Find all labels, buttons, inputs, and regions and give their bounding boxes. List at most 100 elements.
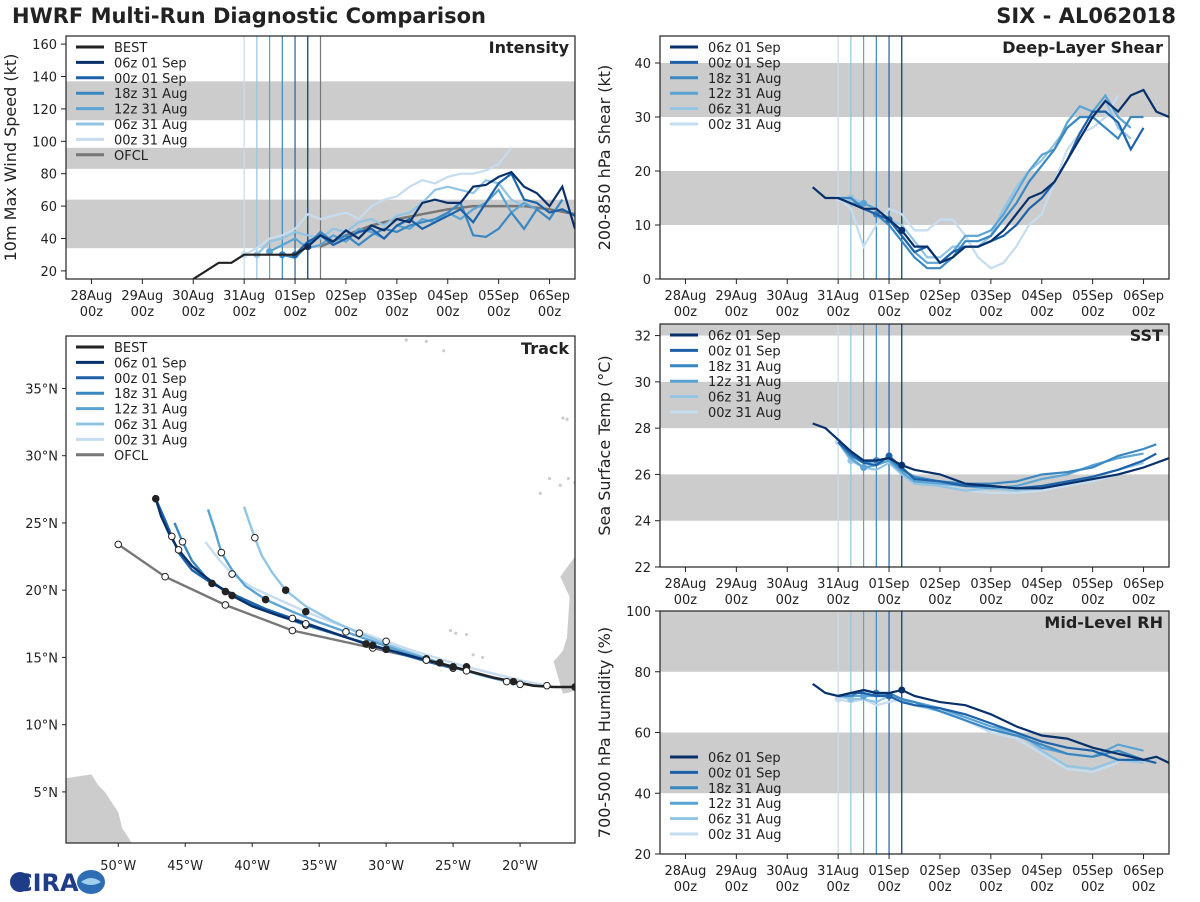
island [448, 628, 453, 633]
x-tick-label: 00z [182, 305, 206, 320]
x-tick-label: 28Aug [70, 289, 112, 304]
y-tick-label: 100 [626, 605, 651, 620]
init-marker-12z-31-aug [266, 247, 274, 255]
island [454, 631, 458, 635]
y-tick-label: 20 [634, 848, 651, 863]
y-tick-label: 26 [634, 468, 651, 483]
init-marker-06z-01-sep [898, 461, 906, 469]
x-tick-label: 00z [385, 305, 409, 320]
island [538, 491, 542, 495]
x-tick-label: 00z [979, 880, 1003, 895]
x-tick-label: 06Sep [1123, 577, 1164, 592]
x-tick-label: 04Sep [427, 289, 468, 304]
x-tick-label: 00z [1132, 305, 1156, 320]
x-tick-label: 01Sep [869, 864, 910, 879]
legend-label-06z-01-sep: 06z 01 Sep [114, 56, 187, 71]
lon-label: 40°W [234, 859, 270, 874]
legend-label-18z-31-aug: 18z 31 Aug [708, 72, 782, 87]
track-point-06z-01-sep [151, 494, 160, 503]
init-marker-00z-01-sep [885, 692, 893, 700]
lat-label: 15°N [25, 651, 58, 666]
track-point-00z-01-sep [208, 579, 216, 588]
legend-label-12z-31-aug: 12z 31 Aug [114, 403, 188, 418]
x-tick-label: 28Aug [664, 289, 706, 304]
y-tick-label: 100 [32, 135, 57, 150]
intensity-frame [65, 35, 576, 280]
rh-title: Mid-Level RH [1044, 613, 1163, 632]
track-06z-01-sep [154, 498, 427, 662]
island [561, 416, 565, 420]
y-tick-label: 20 [40, 265, 57, 280]
series-06z-01-sep [812, 422, 1169, 490]
shear-band [660, 171, 1169, 225]
legend-label-12z-31-aug: 12z 31 Aug [708, 797, 782, 812]
series-best [192, 245, 309, 279]
x-tick-label: 05Sep [1072, 577, 1113, 592]
africa-coast [553, 556, 575, 694]
x-tick-label: 00z [928, 593, 952, 608]
legend-label-best: BEST [114, 341, 147, 356]
lat-label: 35°N [25, 382, 58, 397]
y-tick-label: 22 [634, 561, 651, 576]
x-tick-label: 04Sep [1021, 577, 1062, 592]
track-point-06z-31-aug [355, 629, 364, 638]
intensity-title: Intensity [489, 38, 570, 57]
x-tick-label: 02Sep [919, 577, 960, 592]
x-tick-label: 00z [928, 880, 952, 895]
legend-label-06z-31-aug: 06z 31 Aug [708, 813, 782, 828]
x-tick-label: 00z [674, 305, 698, 320]
track-point-12z-31-aug [261, 595, 270, 604]
lat-label: 5°N [34, 786, 59, 801]
rh-band [660, 611, 1169, 672]
logo-text: CIRA [15, 869, 79, 897]
track-title: Track [521, 339, 569, 358]
init-marker-12z-31-aug [860, 463, 868, 471]
track-point-ofcl [114, 540, 123, 549]
x-tick-label: 01Sep [869, 289, 910, 304]
x-tick-label: 00z [1132, 593, 1156, 608]
lon-label: 30°W [368, 859, 404, 874]
lon-label: 45°W [167, 859, 203, 874]
track-point-06z-31-aug [516, 680, 524, 689]
y-tick-label: 40 [634, 57, 651, 72]
island [464, 632, 469, 637]
track-point-06z-01-sep [301, 619, 310, 628]
x-tick-label: 30Aug [766, 577, 808, 592]
x-tick-label: 29Aug [715, 864, 757, 879]
y-tick-label: 140 [32, 71, 57, 86]
track-point-00z-01-sep [288, 614, 297, 623]
lat-label: 10°N [25, 719, 58, 734]
x-tick-label: 28Aug [664, 864, 706, 879]
land [107, 818, 132, 843]
sst-title: SST [1130, 326, 1163, 345]
island [404, 338, 408, 342]
land [66, 798, 119, 843]
init-marker-06z-31-aug [847, 695, 855, 703]
x-tick-label: 00z [487, 305, 511, 320]
legend-label-06z-01-sep: 06z 01 Sep [708, 329, 781, 344]
x-tick-label: 00z [334, 305, 358, 320]
legend-label-18z-31-aug: 18z 31 Aug [114, 387, 188, 402]
x-tick-label: 00z [538, 305, 562, 320]
legend-label-06z-31-aug: 06z 31 Aug [114, 418, 188, 433]
legend-label-18z-31-aug: 18z 31 Aug [708, 360, 782, 375]
y-tick-label: 32 [634, 330, 651, 345]
x-tick-label: 00z [1081, 880, 1105, 895]
cira-logo: CIRA [5, 866, 105, 898]
island [480, 655, 485, 660]
track-point-best [449, 663, 457, 671]
y-tick-label: 60 [634, 727, 651, 742]
sst-frame [659, 323, 1170, 568]
page-title: HWRF Multi-Run Diagnostic Comparison [12, 4, 487, 28]
legend-label-00z-01-sep: 00z 01 Sep [708, 766, 781, 781]
legend-label-06z-31-aug: 06z 31 Aug [114, 118, 188, 133]
x-tick-label: 00z [776, 880, 800, 895]
storm-id: SIX - AL062018 [996, 4, 1176, 28]
track-point-06z-31-aug [251, 533, 259, 542]
lon-label: 50°W [100, 859, 136, 874]
x-tick-label: 28Aug [664, 577, 706, 592]
